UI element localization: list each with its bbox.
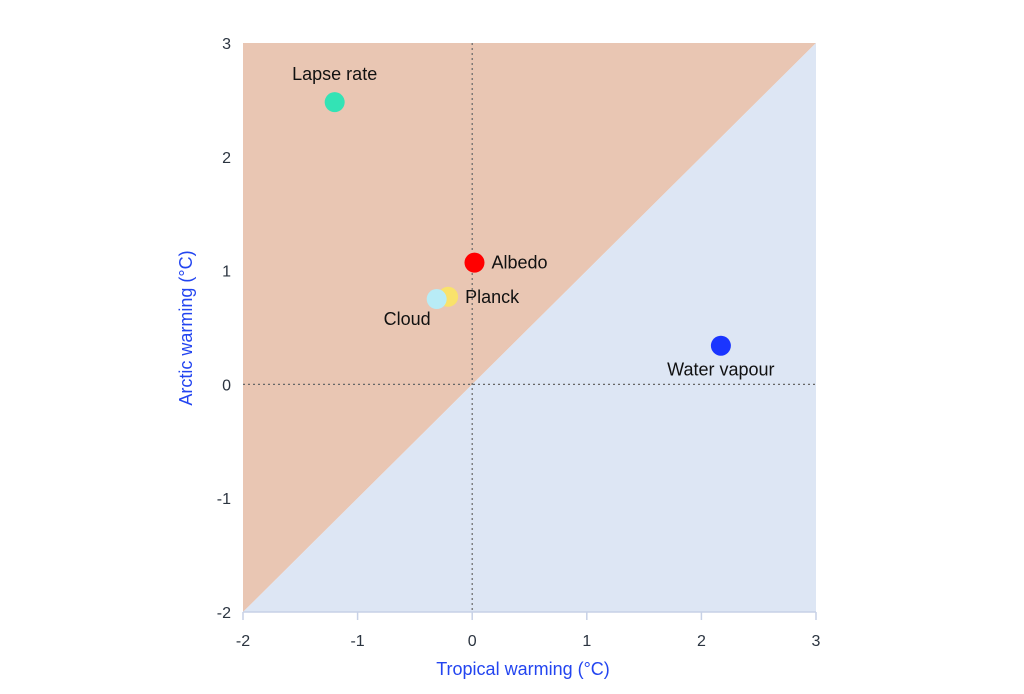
data-point	[710, 335, 731, 356]
data-point	[324, 92, 345, 113]
data-points: Lapse rate Albedo Planck Cloud Water vapour	[292, 64, 774, 380]
y-tick-label: 1	[222, 264, 231, 281]
y-tick-label: 0	[222, 377, 231, 394]
y-tick-label: 2	[222, 150, 231, 167]
data-point-label: Water vapour	[667, 360, 774, 380]
x-tick-label: 2	[697, 633, 706, 650]
y-tick-label: -1	[217, 491, 231, 508]
x-tick-label: 0	[468, 633, 477, 650]
x-tick-label: -1	[350, 633, 364, 650]
y-axis-label: Arctic warming (°C)	[176, 250, 196, 405]
data-point-label: Planck	[465, 287, 520, 307]
x-tick-label: 1	[582, 633, 591, 650]
data-point-label: Lapse rate	[292, 64, 377, 84]
y-tick-label: 3	[222, 36, 231, 53]
y-tick-label: -2	[217, 605, 231, 622]
reference-lines	[243, 43, 816, 612]
region-below-diagonal	[243, 43, 816, 612]
data-point	[426, 289, 447, 310]
x-tick-label: 3	[812, 633, 821, 650]
data-point-label: Cloud	[384, 309, 431, 329]
data-point	[464, 252, 485, 273]
plot-regions	[243, 43, 816, 612]
axes: -2 -1 0 1 2 3 -2 -1 0 1 2 3	[217, 36, 821, 650]
x-axis-label: Tropical warming (°C)	[436, 659, 610, 679]
x-tick-label: -2	[236, 633, 250, 650]
data-point-label: Albedo	[491, 253, 547, 273]
